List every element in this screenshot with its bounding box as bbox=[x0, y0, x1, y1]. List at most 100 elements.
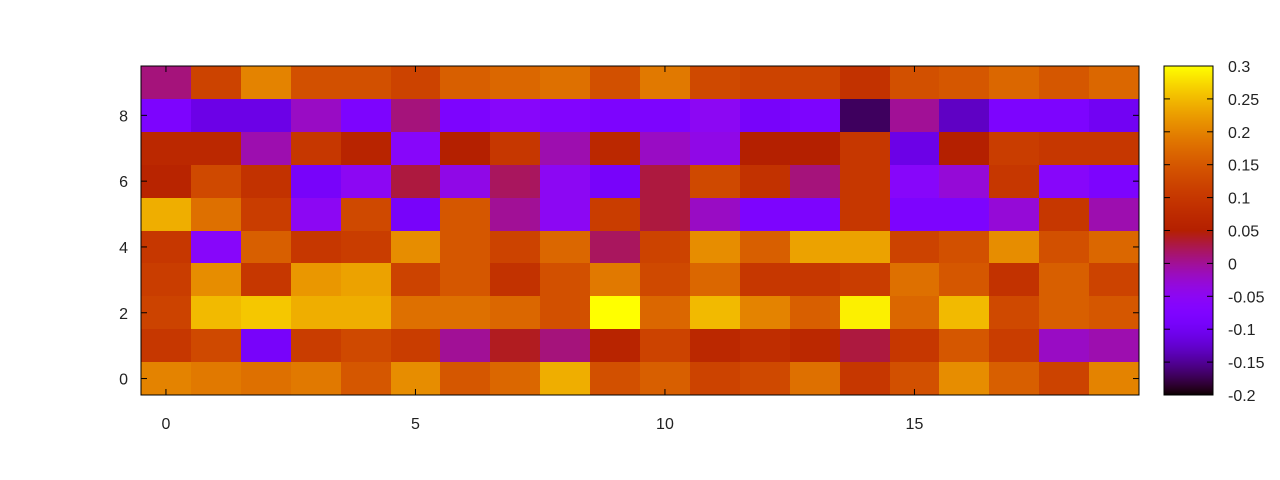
colorbar-band bbox=[1164, 168, 1213, 170]
heatmap-cell bbox=[490, 231, 540, 263]
x-tick-label: 15 bbox=[906, 416, 924, 433]
colorbar-band bbox=[1164, 363, 1213, 365]
heatmap-cell bbox=[291, 362, 341, 395]
colorbar-band bbox=[1164, 215, 1213, 217]
heatmap-cell bbox=[790, 362, 840, 395]
heatmap-cell bbox=[191, 99, 241, 132]
colorbar-band bbox=[1164, 340, 1213, 342]
heatmap-cell bbox=[690, 66, 740, 99]
colorbar-band bbox=[1164, 272, 1213, 274]
heatmap-cell bbox=[790, 329, 840, 362]
colorbar-band bbox=[1164, 273, 1213, 275]
heatmap-cell bbox=[1089, 231, 1139, 263]
heatmap-cell bbox=[989, 263, 1039, 296]
heatmap-cell bbox=[840, 132, 890, 165]
colorbar-band bbox=[1164, 196, 1213, 198]
colorbar-band bbox=[1164, 205, 1213, 207]
heatmap-cell bbox=[590, 66, 640, 99]
colorbar-band bbox=[1164, 352, 1213, 354]
heatmap-cell bbox=[1039, 66, 1089, 99]
colorbar-band bbox=[1164, 164, 1213, 166]
heatmap-cell bbox=[391, 329, 440, 362]
heatmap-cell bbox=[540, 296, 590, 329]
heatmap-cell bbox=[490, 263, 540, 296]
colorbar-band bbox=[1164, 374, 1213, 376]
colorbar-band bbox=[1164, 313, 1213, 315]
colorbar-band bbox=[1164, 222, 1213, 224]
colorbar-band bbox=[1164, 122, 1213, 124]
colorbar-band bbox=[1164, 233, 1213, 235]
colorbar-band bbox=[1164, 137, 1213, 139]
colorbar-band bbox=[1164, 335, 1213, 337]
heatmap-cell bbox=[590, 99, 640, 132]
colorbar-band bbox=[1164, 184, 1213, 186]
colorbar-band bbox=[1164, 348, 1213, 350]
heatmap-cell bbox=[440, 296, 490, 329]
heatmap-cell bbox=[590, 132, 640, 165]
colorbar-band bbox=[1164, 251, 1213, 253]
heatmap-cell bbox=[540, 198, 590, 231]
heatmap-cell bbox=[540, 263, 590, 296]
heatmap-cell bbox=[440, 231, 490, 263]
colorbar-band bbox=[1164, 267, 1213, 269]
colorbar-band bbox=[1164, 346, 1213, 348]
colorbar-band bbox=[1164, 285, 1213, 287]
colorbar-band bbox=[1164, 163, 1213, 165]
colorbar-band bbox=[1164, 219, 1213, 221]
colorbar-band bbox=[1164, 331, 1213, 333]
colorbar-band bbox=[1164, 146, 1213, 148]
colorbar-band bbox=[1164, 327, 1213, 329]
colorbar-band bbox=[1164, 66, 1213, 68]
plot-border bbox=[140, 65, 1140, 396]
colorbar-band bbox=[1164, 315, 1213, 317]
colorbar-band bbox=[1164, 130, 1213, 132]
colorbar-band bbox=[1164, 158, 1213, 160]
colorbar-band bbox=[1164, 83, 1213, 85]
colorbar-band bbox=[1164, 380, 1213, 382]
colorbar-band bbox=[1164, 287, 1213, 289]
colorbar-band bbox=[1164, 311, 1213, 313]
colorbar-band bbox=[1164, 343, 1213, 345]
heatmap-cell bbox=[291, 198, 341, 231]
colorbar-band bbox=[1164, 383, 1213, 385]
colorbar-band bbox=[1164, 370, 1213, 372]
colorbar-band bbox=[1164, 350, 1213, 352]
colorbar-band bbox=[1164, 388, 1213, 390]
heatmap-cell bbox=[141, 329, 191, 362]
heatmap-cell bbox=[191, 132, 241, 165]
colorbar-band bbox=[1164, 108, 1213, 110]
heatmap-cell bbox=[690, 231, 740, 263]
colorbar-band bbox=[1164, 333, 1213, 335]
colorbar-tick-label: -0.1 bbox=[1228, 322, 1256, 339]
colorbar-band bbox=[1164, 166, 1213, 168]
colorbar-band bbox=[1164, 208, 1213, 210]
colorbar-band bbox=[1164, 229, 1213, 231]
colorbar-band bbox=[1164, 339, 1213, 341]
heatmap-cell bbox=[1089, 296, 1139, 329]
colorbar-band bbox=[1164, 288, 1213, 290]
heatmap-cell bbox=[1039, 165, 1089, 198]
y-tick-label: 4 bbox=[119, 240, 128, 257]
heatmap-cell bbox=[540, 165, 590, 198]
colorbar-band bbox=[1164, 80, 1213, 82]
colorbar-band bbox=[1164, 300, 1213, 302]
heatmap-cell bbox=[540, 329, 590, 362]
colorbar-tick-label: 0.15 bbox=[1228, 158, 1259, 175]
colorbar-tick-label: 0.25 bbox=[1228, 92, 1259, 109]
colorbar-band bbox=[1164, 161, 1213, 163]
heatmap-cell bbox=[640, 296, 690, 329]
colorbar-band bbox=[1164, 125, 1213, 127]
heatmap-cell bbox=[490, 132, 540, 165]
colorbar-band bbox=[1164, 387, 1213, 389]
heatmap-cell bbox=[440, 362, 490, 395]
colorbar-band bbox=[1164, 183, 1213, 185]
heatmap-cell bbox=[690, 263, 740, 296]
heatmap-cell bbox=[640, 329, 690, 362]
heatmap-cell bbox=[540, 132, 590, 165]
colorbar-band bbox=[1164, 248, 1213, 250]
colorbar-band bbox=[1164, 133, 1213, 135]
heatmap-cell bbox=[690, 329, 740, 362]
colorbar-band bbox=[1164, 303, 1213, 305]
heatmap-cell bbox=[191, 296, 241, 329]
